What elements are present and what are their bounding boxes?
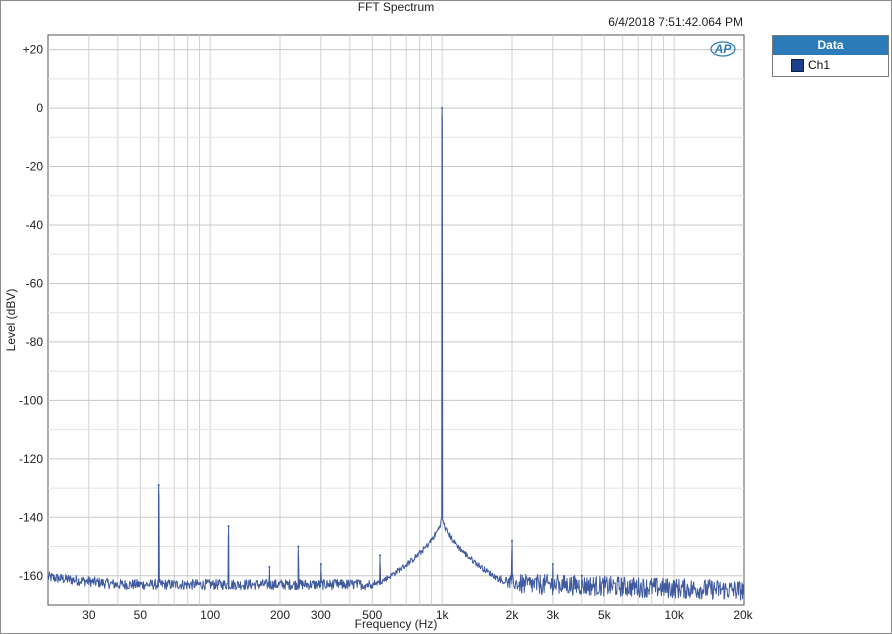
grid-lines [48, 35, 744, 605]
y-tick-label: -140 [19, 510, 43, 524]
data-point-peak [551, 563, 554, 566]
y-tick-label: -120 [19, 452, 43, 466]
x-tick-label: 50 [134, 608, 148, 622]
legend: Data Ch1 [772, 35, 889, 77]
y-tick-label: -100 [19, 393, 43, 407]
chart-title: FFT Spectrum [358, 0, 434, 14]
data-point-peak [227, 525, 230, 528]
data-point-peak [580, 574, 583, 577]
x-tick-label: 10k [664, 608, 684, 622]
x-tick-label: 300 [311, 608, 331, 622]
data-point-peak [157, 484, 160, 487]
y-tick-label: -80 [26, 335, 44, 349]
x-tick-label: 1k [436, 608, 450, 622]
y-tick-label: -60 [26, 276, 44, 290]
x-tick-label: 500 [362, 608, 382, 622]
ap-logo-icon: AP [710, 41, 736, 57]
legend-title: Data [773, 36, 888, 55]
y-axis-label: Level (dBV) [4, 289, 18, 352]
data-point-peak [441, 107, 444, 110]
series-layer [47, 107, 745, 601]
x-axis-label: Frequency (Hz) [355, 617, 438, 631]
x-tick-label: 3k [547, 608, 561, 622]
y-tick-label: -20 [26, 160, 44, 174]
legend-swatch [791, 58, 804, 72]
plot-area [47, 34, 745, 606]
legend-item-ch1[interactable]: Ch1 [773, 55, 888, 75]
x-tick-label: 2k [506, 608, 520, 622]
timestamp-label: 6/4/2018 7:51:42.064 PM [608, 15, 743, 29]
x-tick-label: 5k [598, 608, 612, 622]
svg-text:AP: AP [714, 42, 733, 56]
x-tick-label: 100 [200, 608, 220, 622]
x-tick-label: 200 [270, 608, 290, 622]
data-point-peak [511, 539, 513, 542]
y-tick-label: -40 [26, 218, 44, 232]
legend-item-label: Ch1 [808, 58, 831, 72]
y-axis-ticks: +20 0 -20 -40 -60 -80 -100 -120 -140 -160 [19, 43, 43, 583]
data-point-peak [268, 566, 271, 568]
y-tick-label: +20 [23, 43, 44, 57]
x-axis-ticks: 30 50 100 200 300 500 1k 2k 3k 5k 10k 20k [82, 608, 753, 622]
series-ch1-trace [47, 107, 745, 601]
y-tick-label: 0 [36, 101, 43, 115]
x-tick-label: 30 [82, 608, 96, 622]
data-point-peak [379, 554, 382, 557]
data-point-peak [297, 545, 300, 548]
x-tick-label: 20k [733, 608, 753, 622]
y-tick-label: -160 [19, 569, 43, 583]
data-point-peak [319, 563, 322, 566]
